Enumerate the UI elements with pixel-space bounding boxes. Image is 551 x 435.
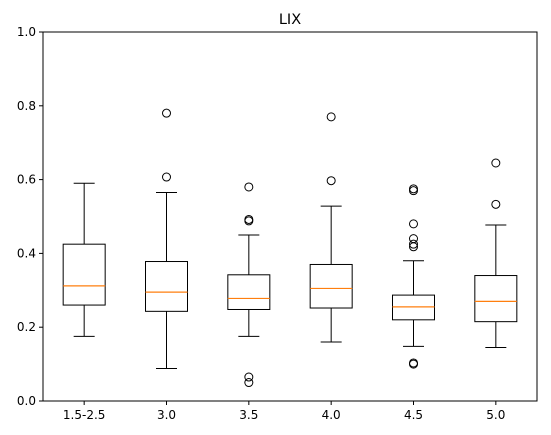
- x-tick-label: 3.5: [239, 408, 258, 422]
- outlier-point: [409, 234, 418, 244]
- x-axis: 1.5-2.5 3.0 3.5 4.0 4.5 5.0: [63, 401, 505, 422]
- outlier-point: [244, 214, 254, 224]
- outlier-point: [491, 199, 501, 209]
- outlier-point: [162, 172, 171, 182]
- outlier-point: [244, 182, 254, 192]
- outlier-point: [409, 186, 418, 196]
- outlier-point: [491, 158, 501, 168]
- outlier-point: [162, 108, 171, 118]
- outlier-point: [326, 112, 336, 122]
- box-group: [62, 182, 106, 337]
- box: [227, 274, 271, 310]
- y-tick-label: 0.8: [17, 99, 36, 113]
- plot-frame: [42, 31, 538, 402]
- box-group: [474, 158, 518, 348]
- x-tick-label: 4.0: [322, 408, 341, 422]
- chart-title: LIX: [279, 12, 301, 28]
- outlier-point: [244, 378, 254, 388]
- x-tick-label: 4.5: [404, 408, 423, 422]
- box-group: [309, 112, 353, 343]
- box-group: [227, 182, 271, 388]
- x-tick-label: 5.0: [486, 408, 505, 422]
- outlier-point: [409, 239, 418, 249]
- outlier-point: [244, 372, 254, 382]
- box: [62, 243, 106, 306]
- x-tick-label: 3.0: [157, 408, 176, 422]
- box: [474, 275, 518, 323]
- y-tick-label: 1.0: [17, 25, 36, 39]
- box: [309, 263, 353, 309]
- outlier-point: [409, 184, 418, 194]
- box-group: [145, 108, 188, 370]
- box-group: [392, 184, 435, 369]
- outlier-point: [409, 358, 418, 368]
- y-tick-label: 0.6: [17, 173, 36, 187]
- outlier-point: [409, 219, 418, 229]
- outlier-point: [326, 176, 336, 186]
- x-tick-label: 1.5-2.5: [63, 408, 106, 422]
- y-tick-label: 0.4: [17, 246, 36, 260]
- boxes-layer: [62, 108, 518, 388]
- y-axis: 0.0 0.2 0.4 0.6 0.8 1.0: [17, 25, 43, 408]
- box: [145, 261, 188, 312]
- y-tick-label: 0.2: [17, 320, 36, 334]
- y-tick-label: 0.0: [17, 394, 36, 408]
